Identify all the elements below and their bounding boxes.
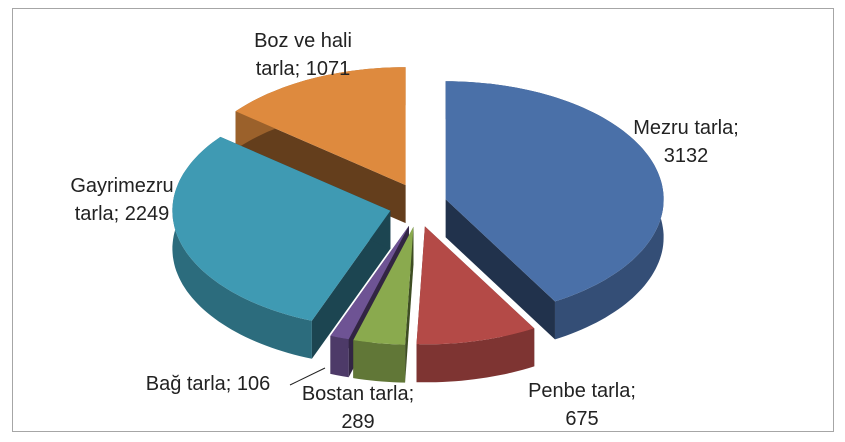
chart-frame [12, 8, 834, 432]
slice [330, 225, 409, 340]
slice-outer-wall [172, 136, 312, 359]
slice-outer-wall [416, 328, 535, 383]
slice-radial-wall [445, 199, 555, 340]
slice [235, 67, 406, 186]
slice-radial-wall [311, 210, 391, 359]
slice-outer-wall [330, 335, 349, 378]
data-label: Penbe tarla; 675 [528, 380, 636, 430]
data-label: Bağ tarla; 106 [145, 373, 271, 395]
slice-outer-wall [353, 340, 406, 383]
slice [172, 136, 391, 321]
data-label: Gayrimezru tarla; 2249 [70, 175, 174, 225]
leader-line [289, 367, 326, 386]
data-label: Bostan tarla; 289 [301, 383, 415, 433]
slice [445, 81, 664, 302]
slice [353, 226, 414, 345]
data-label: Mezru tarla; 3132 [633, 117, 739, 167]
data-label: Boz ve hali tarla; 1071 [254, 30, 352, 80]
slice-radial-wall [330, 225, 409, 374]
slice [416, 226, 535, 345]
slice-radial-wall [235, 111, 406, 224]
